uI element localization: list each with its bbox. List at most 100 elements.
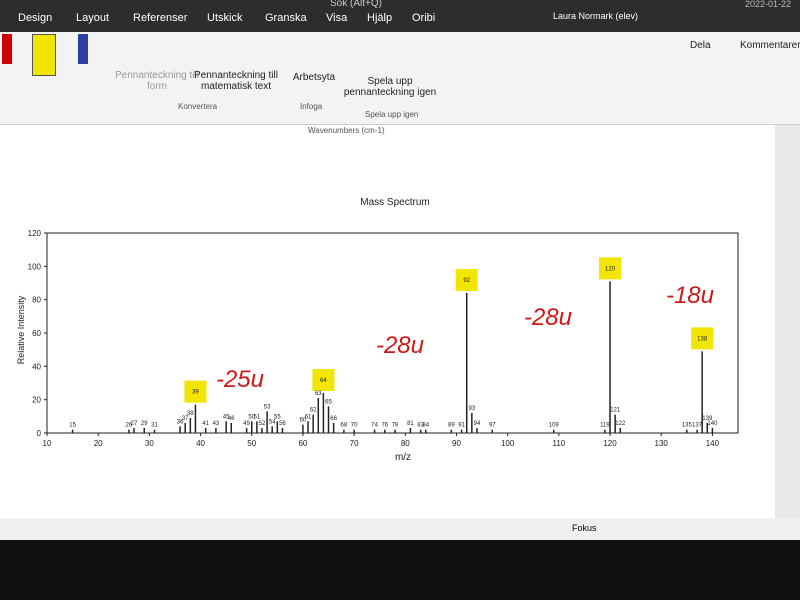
- peak-label: 27: [131, 421, 138, 427]
- x-tick-label: 90: [452, 439, 461, 448]
- ribbon-button[interactable]: Spela upp pennanteckning igen: [343, 76, 437, 98]
- highlight: [312, 369, 335, 391]
- tab[interactable]: Hjälp: [367, 12, 393, 24]
- status-bar: Fokus: [0, 518, 800, 540]
- peak-label: 66: [330, 416, 337, 422]
- peak-label: 52: [259, 421, 266, 427]
- x-tick-label: 120: [603, 439, 617, 448]
- highlight: [184, 380, 207, 403]
- caption: Wavenumbers (cm-1): [308, 126, 385, 135]
- handwritten-note: -28u: [376, 332, 424, 359]
- x-axis-label: m/z: [395, 452, 411, 463]
- group-label: Konvertera: [178, 102, 218, 111]
- x-tick-label: 110: [552, 439, 565, 448]
- tab[interactable]: Referenser: [133, 12, 188, 24]
- peak-label: 41: [202, 421, 209, 427]
- title-bar: Design Layout Referenser Utskick Granska Visa…: [0, 0, 800, 32]
- ribbon-button[interactable]: Pennanteckning till matematisk text: [194, 70, 278, 92]
- y-tick-label: 40: [32, 362, 41, 371]
- handwritten-note: -28u: [524, 304, 572, 331]
- highlight: [599, 257, 622, 280]
- x-tick-label: 10: [43, 439, 52, 448]
- peak-label: 62: [310, 408, 317, 414]
- y-tick-label: 80: [32, 296, 41, 305]
- peak-label: 37: [182, 416, 189, 422]
- peak-label: 94: [474, 421, 481, 427]
- peak-label: 74: [371, 423, 378, 429]
- peak-label: 84: [422, 423, 429, 429]
- x-tick-label: 70: [350, 439, 359, 448]
- peak-label: 36: [177, 419, 184, 425]
- tab[interactable]: Utskick: [207, 12, 243, 24]
- y-tick-label: 60: [32, 329, 41, 338]
- y-axis-label: Relative Intensity: [16, 295, 26, 364]
- peak-label: 70: [351, 423, 358, 429]
- share-button[interactable]: Dela: [690, 40, 711, 51]
- peak-label: 39: [192, 390, 199, 396]
- comments-button[interactable]: Kommentarer: [740, 40, 800, 51]
- peak-label: 61: [305, 414, 312, 420]
- tab[interactable]: Visa: [326, 12, 348, 24]
- peak-label: 121: [610, 408, 621, 414]
- y-tick-label: 100: [28, 262, 42, 271]
- peak-label: 51: [254, 414, 261, 420]
- peak-label: 64: [320, 378, 327, 384]
- y-tick-label: 0: [37, 429, 42, 438]
- x-tick-label: 100: [501, 439, 515, 448]
- handwritten-note: -18u: [666, 282, 714, 309]
- peak-label: 137: [692, 423, 703, 429]
- search[interactable]: Sök (Alt+Q): [330, 0, 382, 9]
- focus-button[interactable]: Fokus: [572, 523, 597, 533]
- peak-label: 68: [341, 423, 348, 429]
- group-label: Spela upp igen: [365, 110, 419, 119]
- peak-label: 93: [468, 406, 475, 412]
- x-tick-label: 50: [247, 439, 256, 448]
- peak-label: 54: [269, 419, 276, 425]
- peak-label: 49: [243, 421, 250, 427]
- peak-label: 78: [392, 423, 399, 429]
- user: Laura Normark (elev): [553, 11, 639, 21]
- peak-label: 83: [417, 423, 424, 429]
- peak-label: 63: [315, 391, 322, 397]
- x-tick-label: 20: [94, 439, 103, 448]
- page: Wavenumbers (cm-1) Mass Spectrum m/z Rel…: [0, 125, 775, 518]
- x-tick-label: 60: [298, 439, 307, 448]
- peak-label: 43: [213, 421, 220, 427]
- peak-label: 119: [600, 423, 610, 429]
- x-tick-label: 30: [145, 439, 154, 448]
- peak-label: 53: [264, 404, 271, 410]
- peak-label: 109: [549, 423, 560, 429]
- tab[interactable]: Granska: [265, 12, 307, 24]
- peak-label: 38: [187, 411, 194, 417]
- chart: Mass Spectrum m/z Relative Intensity 0 20…: [16, 197, 739, 463]
- peak-label: 46: [228, 416, 235, 422]
- peak-label: 138: [697, 336, 708, 342]
- peak-label: 139: [702, 416, 713, 422]
- handwritten-note: -25u: [216, 366, 264, 393]
- ribbon-button[interactable]: Pennanteckning till form: [115, 70, 199, 92]
- ribbon-button[interactable]: Arbetsyta: [292, 72, 336, 83]
- peak-label: 135: [682, 423, 693, 429]
- x-tick-label: 140: [706, 439, 720, 448]
- chart-title: Mass Spectrum: [360, 197, 429, 208]
- peak-label: 76: [381, 423, 388, 429]
- tab[interactable]: Design: [18, 12, 53, 24]
- date: 2022-01-22: [745, 0, 792, 9]
- peak-label: 122: [615, 421, 626, 427]
- group-label: Infoga: [300, 102, 323, 111]
- peak-label: 15: [69, 423, 76, 429]
- peak-label: 65: [325, 399, 332, 405]
- peak-label: 120: [605, 266, 616, 272]
- peak-label: 55: [274, 414, 281, 420]
- tab[interactable]: Layout: [76, 12, 110, 24]
- x-tick-label: 80: [401, 439, 410, 448]
- pens: [0, 32, 100, 92]
- peak-label: 29: [141, 421, 148, 427]
- x-tick-label: 40: [196, 439, 205, 448]
- peak-label: 97: [489, 423, 496, 429]
- tab[interactable]: Oribi: [412, 12, 436, 24]
- peak-label: 89: [448, 423, 455, 429]
- ribbon: Pennanteckning till form Pennanteckning …: [0, 32, 800, 125]
- highlight: [691, 327, 714, 350]
